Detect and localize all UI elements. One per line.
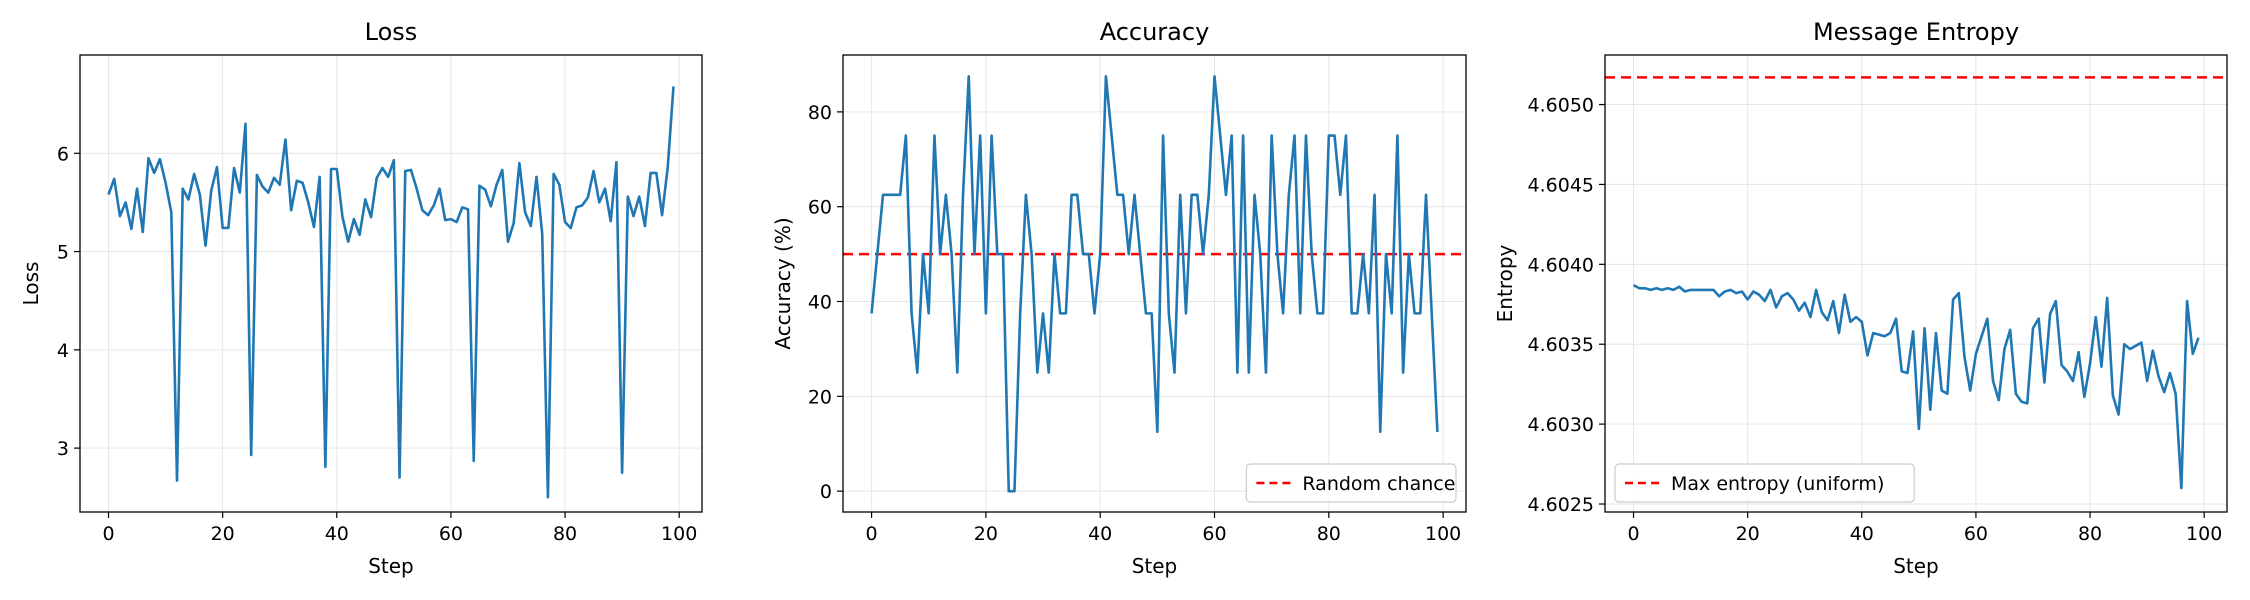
y-tick-label: 4.6035 [1528,334,1594,356]
x-tick-label: 40 [1850,523,1874,545]
y-tick-label: 20 [808,386,832,408]
axes-frame [842,54,1467,513]
axes-frame [1604,54,2228,513]
series-line [107,86,675,499]
x-tick-label: 100 [2186,523,2222,545]
x-tick-label: 60 [439,523,463,545]
y-tick-label: 4.6030 [1528,414,1594,436]
chart-title: Message Entropy [1813,18,2019,46]
x-tick-label: 40 [325,523,349,545]
x-tick-label: 80 [2078,523,2102,545]
x-tick-label: 60 [1202,523,1226,545]
chart-title: Loss [365,18,418,46]
x-axis-label: Step [1132,554,1178,578]
legend-label: Random chance [1302,473,1455,495]
x-tick-label: 80 [1317,523,1341,545]
x-tick-label: 100 [1425,523,1461,545]
y-tick-label: 4 [57,340,69,362]
chart-title: Accuracy [1100,18,1210,46]
y-tick-label: 5 [57,242,69,264]
x-axis-label: Step [1893,554,1939,578]
axes-frame [79,54,703,513]
y-tick-label: 4.6025 [1528,494,1594,516]
x-tick-label: 40 [1088,523,1112,545]
chart-2: 0 20 40 60 80 100 4.6025 4.6030 4.6035 4.6040 4.60… [1493,18,2228,578]
x-tick-label: 80 [553,523,577,545]
legend-box [1614,463,1915,503]
series-line [1632,283,2200,490]
y-axis-label: Entropy [1493,244,1517,322]
legend-label: Max entropy (uniform) [1671,473,1884,495]
chart-0: 0 20 40 60 80 100 3 4 5 6 Loss Step Loss [19,18,703,578]
y-tick-label: 0 [820,481,832,503]
y-axis-label: Loss [19,262,43,306]
x-tick-label: 20 [211,523,235,545]
y-tick-label: 3 [57,438,69,460]
y-tick-label: 4.6040 [1528,254,1594,276]
y-tick-label: 40 [808,292,832,314]
legend-box [1245,463,1457,503]
y-tick-label: 6 [57,143,69,165]
y-tick-label: 60 [808,197,832,219]
x-tick-label: 0 [102,523,114,545]
x-tick-label: 0 [866,523,878,545]
y-axis-label: Accuracy (%) [771,217,795,349]
x-tick-label: 0 [1627,523,1639,545]
y-tick-label: 80 [808,102,832,124]
legend: Random chance [1245,463,1457,503]
legend: Max entropy (uniform) [1614,463,1915,503]
x-tick-label: 20 [1736,523,1760,545]
chart-1: 0 20 40 60 80 100 0 20 40 60 80 Accuracy Step Accurac… [771,18,1467,578]
x-tick-label: 100 [661,523,697,545]
x-tick-label: 60 [1964,523,1988,545]
y-tick-label: 4.6050 [1528,95,1594,117]
y-tick-label: 4.6045 [1528,174,1594,196]
series-line [870,75,1439,493]
x-tick-label: 20 [974,523,998,545]
x-axis-label: Step [368,554,414,578]
